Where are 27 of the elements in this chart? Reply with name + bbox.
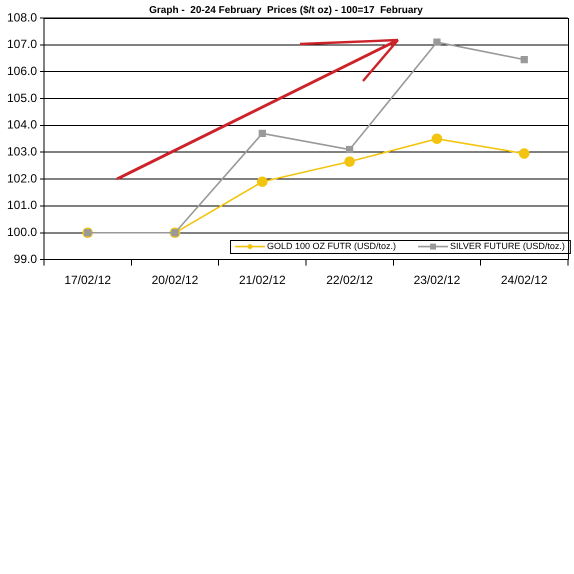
x-tick-label: 24/02/12 — [500, 273, 548, 288]
point — [346, 146, 354, 154]
x-tick-label: 20/02/12 — [152, 273, 199, 288]
point — [433, 38, 441, 46]
x-tick-label: 17/02/12 — [64, 273, 112, 288]
y-tick-label: 103.0 — [7, 144, 38, 159]
chart-title: Graph - 20-24 February Prices ($/t oz) - 100=17 February — [149, 4, 424, 16]
point — [520, 56, 528, 64]
point — [518, 148, 530, 159]
legend-label: SILVER FUTURE (USD/toz.) — [450, 241, 565, 252]
y-tick-label: 102.0 — [7, 171, 38, 186]
point — [432, 134, 442, 144]
y-tick-label: 108.0 — [7, 10, 38, 24]
point — [344, 156, 355, 167]
y-tick-label: 105.0 — [7, 90, 38, 105]
y-tick-label: 107.0 — [7, 37, 38, 52]
legend-label: GOLD 100 OZ FUTR (USD/toz.) — [267, 241, 396, 252]
point — [258, 130, 266, 138]
y-tick-label: 106.0 — [7, 64, 38, 78]
point — [257, 176, 268, 188]
x-tick-label: 23/02/12 — [414, 273, 461, 288]
y-tick-label: 104.0 — [7, 118, 38, 132]
y-tick-label: 99.0 — [14, 252, 38, 266]
x-tick-label: 22/02/12 — [326, 273, 374, 288]
x-tick-label: 21/02/12 — [238, 273, 286, 288]
y-tick-label: 101.0 — [7, 198, 38, 212]
y-tick-label: 100.0 — [7, 225, 38, 240]
